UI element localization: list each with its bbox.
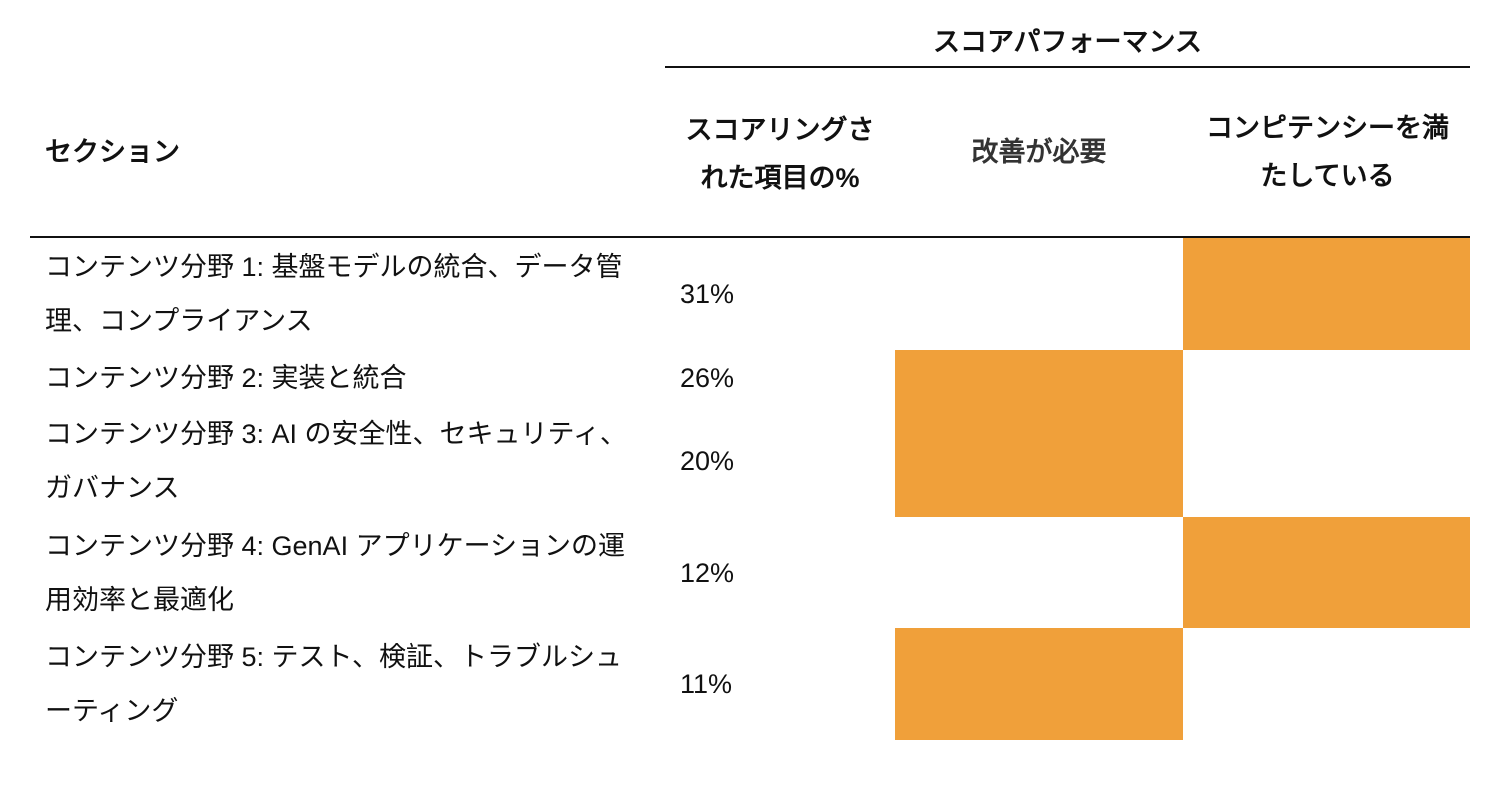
- percent-cell: 20%: [680, 446, 735, 476]
- performance-fill: [895, 405, 1183, 517]
- performance-fill: [895, 628, 1183, 740]
- header-section: セクション: [45, 137, 180, 167]
- section-cell: コンテンツ分野 1: 基盤モデルの統合、データ管理、コンプライアンス: [45, 252, 623, 336]
- performance-fill: [895, 350, 1183, 405]
- group-header: スコアパフォーマンス: [933, 27, 1202, 57]
- header-percent: スコアリングされた項目の%: [685, 115, 875, 193]
- section-cell: コンテンツ分野 4: GenAI アプリケーションの運用効率と最適化: [45, 530, 626, 615]
- divider: [30, 236, 1470, 238]
- percent-cell: 11%: [680, 669, 733, 699]
- section-cell: コンテンツ分野 2: 実装と統合: [45, 362, 407, 393]
- percent-cell: 31%: [680, 279, 735, 309]
- percent-cell: 12%: [680, 557, 735, 588]
- header-needs-improvement: 改善が必要: [971, 137, 1107, 167]
- performance-fill: [1183, 238, 1470, 350]
- divider: [665, 66, 1470, 68]
- performance-fill: [1183, 517, 1470, 628]
- percent-cell: 26%: [680, 362, 735, 393]
- section-cell: コンテンツ分野 3: AI の安全性、セキュリティ、ガバナンス: [45, 419, 627, 503]
- section-cell: コンテンツ分野 5: テスト、検証、トラブルシューティング: [45, 642, 622, 726]
- header-meets: コンピテンシーを満たしている: [1206, 113, 1449, 191]
